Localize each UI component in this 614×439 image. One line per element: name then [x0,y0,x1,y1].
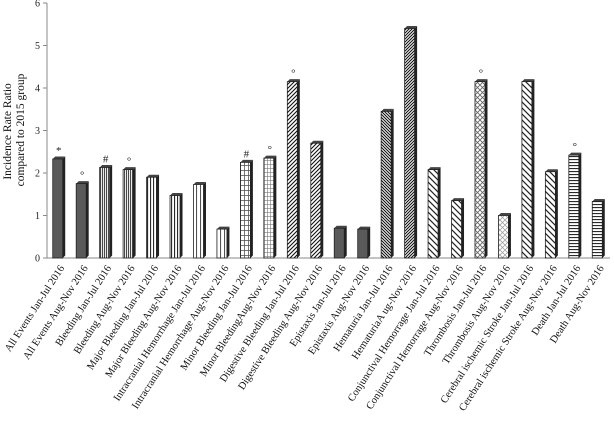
bar-top [404,26,418,29]
bar [193,184,204,259]
y-axis-label: Incidence Rate Ratio compared to 2015 gr… [2,73,27,186]
bar-top [428,167,441,170]
bar-side [438,167,441,258]
bar-side [508,213,511,258]
bar [122,169,134,259]
bar-top [451,198,465,201]
bar-top [170,193,183,196]
bar-side [578,152,582,258]
bar-top [52,156,66,159]
y-tick-label: 3 [35,126,40,137]
bar-top [521,79,535,82]
bar-side [180,193,183,258]
bar-top [334,225,347,229]
bar-top [263,155,277,159]
bar [404,28,416,259]
bar-top [123,167,136,170]
bar-side [156,174,160,258]
bar-annotation: # [103,153,109,165]
bar-top [545,169,558,172]
bar-side [250,159,253,258]
bar-top [310,140,324,144]
bar-annotation: ° [291,68,295,80]
bar-annotation: * [56,145,62,157]
bar-annotation: ° [479,68,483,80]
bar [451,200,462,259]
bar-side [461,198,465,258]
bar [310,142,322,259]
y-tick-label: 4 [35,84,40,95]
bar-top [498,213,511,216]
bar-side [109,164,113,258]
bar [591,201,603,259]
bar-side [414,26,418,258]
bar [568,154,580,259]
y-axis-label-line-1: Incidence Rate Ratio [2,83,14,180]
bar-top [357,226,371,230]
bar [146,176,157,259]
bar-top [568,152,582,156]
y-axis-label-line-2: compared to 2015 group [15,73,27,186]
bar-top [287,79,300,82]
bar-top [240,159,253,163]
bar [380,110,392,259]
bar-side [391,108,394,258]
bar-side [273,155,277,258]
bar-annotation: ° [268,144,272,156]
bar [75,183,87,259]
bar-annotations: * ° # ° # ° ° ° ° [56,68,577,182]
bar-side [86,181,89,258]
y-tick-label: 6 [35,0,40,10]
bar [544,171,556,259]
bar-side [226,226,230,258]
bar-top [474,79,488,82]
bar-side [297,79,300,258]
bar [52,158,64,259]
bar [286,81,298,259]
bar [498,215,509,259]
bar-top [592,198,605,202]
bar-side [484,79,488,258]
bar [263,157,275,259]
bar-top [76,181,89,184]
bar-annotation: ° [80,170,84,182]
y-axis: 0 1 2 3 4 5 6 [35,0,48,265]
bar [474,81,486,259]
bar-side [602,198,605,258]
bar-top [146,174,160,178]
bar-side [133,167,136,258]
bar-top [381,108,394,112]
y-tick-label: 0 [35,254,40,265]
y-tick-label: 5 [35,41,40,52]
y-tick-label: 2 [35,169,40,180]
bar-side [367,226,371,258]
bar-side [555,169,558,258]
bar-side [531,79,535,258]
bar-top [216,226,230,230]
bar [521,81,533,259]
bar-side [320,140,324,258]
bar-annotation: # [244,148,250,160]
bar-side [344,225,347,258]
bars [52,26,605,259]
bar [239,161,251,259]
bar [427,169,439,259]
y-axis-ticks: 0 1 2 3 4 5 6 [35,0,47,265]
bar-annotation: ° [127,156,131,168]
bar [333,227,345,259]
bar-side [62,156,66,258]
bar-top [193,181,206,185]
bar [216,228,228,259]
bar [99,167,111,259]
bar [357,228,369,259]
bar-top [99,164,113,168]
y-tick-label: 1 [35,211,40,222]
bar-side [203,181,206,258]
bar [169,195,181,259]
bar-annotation: ° [573,141,577,153]
